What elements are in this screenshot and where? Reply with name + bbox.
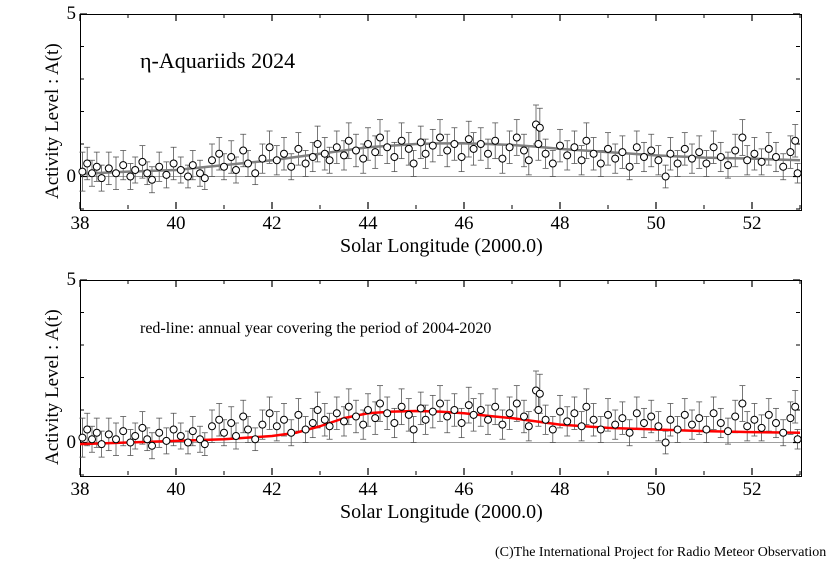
top-xtick-label: 40 xyxy=(167,213,186,235)
bottom-xtick-label: 44 xyxy=(359,479,378,501)
bottom-xtick-label: 42 xyxy=(263,479,282,501)
top-xtick-label: 38 xyxy=(71,213,90,235)
bottom-chart-plot xyxy=(0,0,837,570)
top-xtick-label: 44 xyxy=(359,213,378,235)
bottom-xlabel: Solar Longitude (2000.0) xyxy=(340,501,543,524)
bottom-xtick-label: 52 xyxy=(743,479,762,501)
bottom-xtick-label: 50 xyxy=(647,479,666,501)
top-xtick-label: 46 xyxy=(455,213,474,235)
top-ytick-label: 5 xyxy=(58,3,76,25)
bottom-xtick-label: 48 xyxy=(551,479,570,501)
bottom-ytick-label: 0 xyxy=(58,432,76,454)
bottom-xtick-label: 40 xyxy=(167,479,186,501)
top-xtick-label: 48 xyxy=(551,213,570,235)
bottom-xtick-label: 46 xyxy=(455,479,474,501)
top-ytick-label: 0 xyxy=(58,166,76,188)
bottom-xtick-label: 38 xyxy=(71,479,90,501)
bottom-annotation: red-line: annual year covering the perio… xyxy=(140,320,491,338)
top-xtick-label: 50 xyxy=(647,213,666,235)
top-xtick-label: 52 xyxy=(743,213,762,235)
credit-text: (C)The International Project for Radio M… xyxy=(495,545,826,561)
bottom-ytick-label: 5 xyxy=(58,269,76,291)
top-xtick-label: 42 xyxy=(263,213,282,235)
